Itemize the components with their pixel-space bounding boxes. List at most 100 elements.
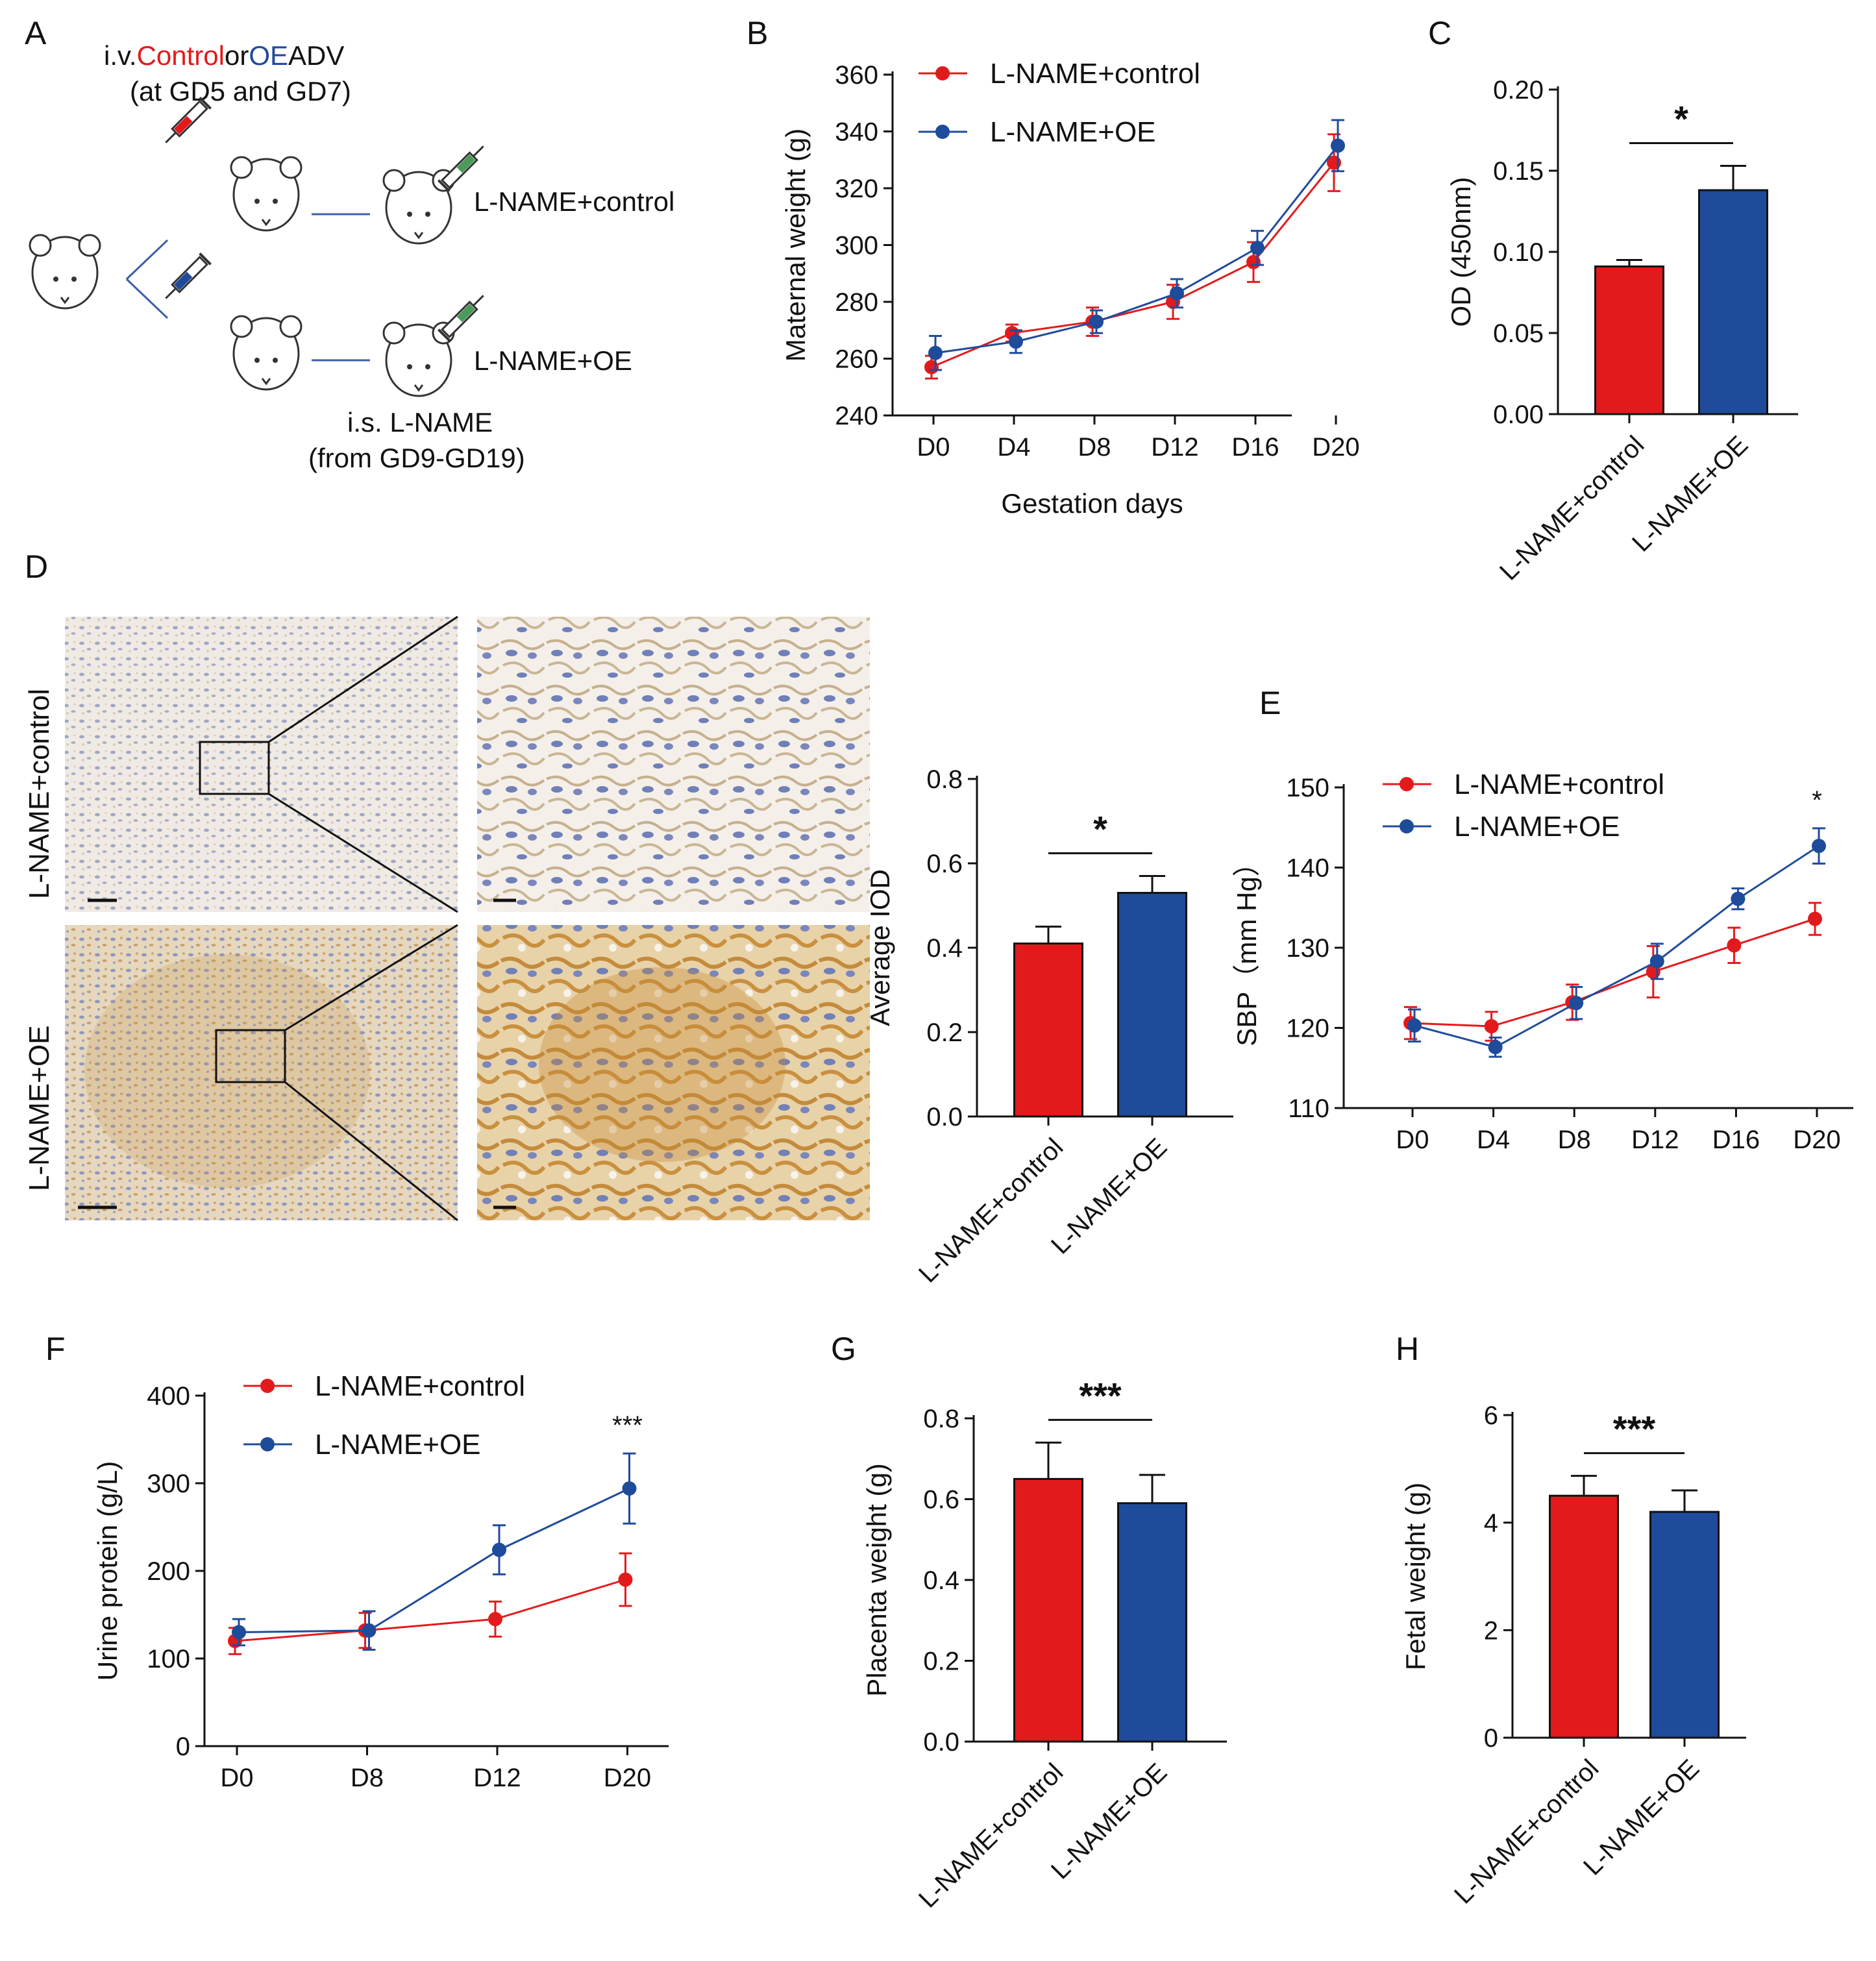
- data-point: [1731, 891, 1746, 906]
- legend-label: L-NAME+control: [1454, 769, 1664, 800]
- y-tick-label: 0.8: [926, 765, 963, 794]
- x-tick-label: D8: [1078, 433, 1111, 462]
- mouse-icon: [230, 315, 302, 391]
- legend-label: L-NAME+control: [315, 1370, 525, 1402]
- panel-label-b: B: [747, 15, 768, 51]
- x-tick-label: D16: [1231, 433, 1279, 462]
- data-point: [1649, 954, 1664, 968]
- data-point: [1250, 240, 1265, 255]
- data-point: [622, 1481, 637, 1496]
- y-axis-label: Maternal weight (g): [780, 129, 811, 362]
- y-tick-label: 0.8: [923, 1405, 959, 1433]
- panel-label-g: G: [831, 1331, 856, 1367]
- y-tick-label: 100: [147, 1645, 190, 1673]
- y-tick-label: 0.20: [1493, 76, 1544, 105]
- bar: [1117, 1502, 1187, 1743]
- mouse-icon: [382, 321, 455, 397]
- y-tick-label: 240: [835, 402, 878, 430]
- y-tick-label: 0.4: [926, 934, 963, 963]
- y-tick-label: 400: [147, 1382, 190, 1411]
- y-tick-label: 130: [1286, 934, 1329, 963]
- ihc-image-control-high: [477, 617, 870, 912]
- y-tick-label: 0: [176, 1733, 190, 1761]
- syringe-icon: [165, 252, 212, 299]
- ihc-image-oe-low: [65, 925, 458, 1220]
- panel-label-f: F: [45, 1331, 66, 1367]
- significance-marker: *: [1674, 99, 1688, 140]
- y-tick-label: 120: [1286, 1015, 1329, 1043]
- y-axis-label: Urine protein (g/L): [92, 1461, 123, 1681]
- y-axis-label: Fetal weight (g): [1400, 1483, 1431, 1670]
- significance-marker: ***: [1613, 1409, 1656, 1449]
- zoom-line: [268, 793, 458, 913]
- zoom-line: [284, 924, 458, 1031]
- syringe-icon: [437, 295, 484, 342]
- y-tick-label: 110: [1288, 1094, 1329, 1123]
- mouse-icon: [230, 156, 302, 232]
- data-point: [1488, 1040, 1503, 1055]
- data-point: [1089, 314, 1104, 329]
- y-tick-label: 6: [1484, 1401, 1498, 1430]
- schematic-bottom2: (from GD9-GD19): [308, 443, 525, 473]
- x-tick-label: D20: [604, 1764, 651, 1792]
- x-tick-label: D20: [1312, 433, 1359, 462]
- y-tick-label: 0.2: [923, 1647, 959, 1676]
- x-tick-label: D0: [917, 433, 950, 462]
- x-tick-label: D12: [1151, 433, 1198, 462]
- legend-marker: [935, 125, 950, 139]
- x-tick-label: D0: [220, 1764, 253, 1792]
- x-tick-label: L-NAME+control: [1449, 1754, 1604, 1909]
- schematic-bottom1: i.s. L-NAME: [347, 407, 493, 438]
- syringe-icon: [437, 145, 484, 193]
- chart-f: 0 100 200 300 400 Urine protein (g/L) D0 D8 D12 D…: [92, 1370, 669, 1792]
- data-point: [1009, 334, 1023, 349]
- x-tick-label: D4: [1477, 1126, 1510, 1154]
- y-tick-label: 340: [835, 118, 878, 147]
- data-point: [362, 1623, 376, 1638]
- x-tick-label: L-NAME+control: [913, 1758, 1068, 1913]
- panel-label-e: E: [1259, 685, 1281, 721]
- legend-marker: [1400, 819, 1414, 833]
- x-tick-label: D0: [1396, 1126, 1429, 1154]
- mouse-icon: [29, 234, 101, 310]
- y-tick-label: 300: [147, 1470, 190, 1498]
- data-point: [1407, 1018, 1422, 1033]
- zoom-line: [284, 1081, 458, 1222]
- panel-labels: A B C D E F G H: [25, 15, 1451, 1367]
- y-tick-label: 0.4: [923, 1566, 959, 1595]
- data-point: [924, 360, 939, 375]
- data-point: [1808, 911, 1822, 926]
- bar: [1117, 892, 1187, 1118]
- bar: [1594, 265, 1664, 415]
- y-tick-label: 360: [835, 61, 878, 90]
- schematic-group-oe: L-NAME+OE: [474, 345, 632, 376]
- y-axis-label: Placenta weight (g): [861, 1463, 892, 1697]
- series-line: [234, 1579, 626, 1642]
- y-tick-label: 2: [1484, 1616, 1498, 1645]
- data-point: [618, 1572, 633, 1587]
- panel-d-images: L-NAME+control L-NAME+OE: [23, 615, 870, 1222]
- bar: [1649, 1511, 1720, 1739]
- y-tick-label: 0.15: [1493, 157, 1544, 186]
- y-axis-label: SBP（mm Hg）: [1231, 849, 1262, 1046]
- chart-e: 110 120 130 140 150 SBP（mm Hg） D0 D4 D8 D12 D16 D20…: [1231, 769, 1853, 1154]
- series-line: [238, 1487, 630, 1633]
- y-tick-label: 320: [835, 175, 878, 203]
- data-point: [1569, 996, 1584, 1011]
- brown-stain-region: [539, 967, 785, 1162]
- y-axis-label: OD (450nm): [1446, 177, 1476, 327]
- y-tick-label: 0.10: [1493, 238, 1544, 267]
- x-tick-label: D20: [1793, 1126, 1840, 1154]
- significance-marker: *: [1812, 786, 1822, 815]
- zoom-box-oe: [215, 1029, 286, 1083]
- series-line: [935, 145, 1339, 354]
- series-line: [1410, 918, 1816, 1028]
- y-tick-label: 4: [1484, 1509, 1498, 1538]
- panel-label-d: D: [25, 549, 48, 585]
- y-tick-label: 150: [1286, 774, 1329, 802]
- y-tick-label: 0.2: [926, 1018, 963, 1047]
- zoom-box-control: [199, 741, 270, 795]
